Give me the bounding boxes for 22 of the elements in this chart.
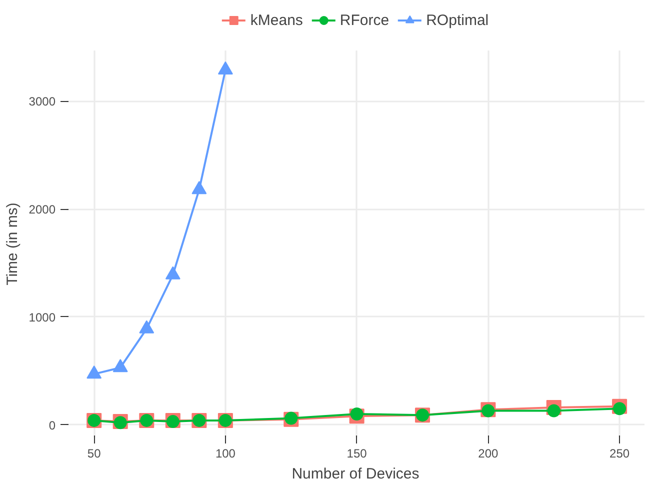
point <box>350 408 364 420</box>
x-tick-label: 50 <box>87 446 102 460</box>
point <box>192 181 207 194</box>
x-tick-label: 250 <box>610 446 630 460</box>
x-tick-label: 200 <box>478 446 499 460</box>
point <box>613 402 626 416</box>
point <box>165 266 180 280</box>
y-tick-label: 3000 <box>28 94 56 109</box>
point <box>218 61 233 74</box>
point <box>139 320 154 334</box>
legend-label: RForce <box>340 12 390 28</box>
x-tick-label: 150 <box>346 446 368 460</box>
y-tick-label: 2000 <box>28 202 56 217</box>
legend-label: kMeans <box>250 12 303 28</box>
y-tick-label: 0 <box>48 418 56 432</box>
point <box>112 359 128 372</box>
point <box>547 404 560 418</box>
x-axis-title: Number of Devices <box>292 466 420 482</box>
legend-label: ROptimal <box>426 12 489 28</box>
y-tick-label: 1000 <box>28 310 56 324</box>
y-axis-title: Time (in ms) <box>4 202 21 286</box>
x-tick-label: 100 <box>215 446 236 460</box>
